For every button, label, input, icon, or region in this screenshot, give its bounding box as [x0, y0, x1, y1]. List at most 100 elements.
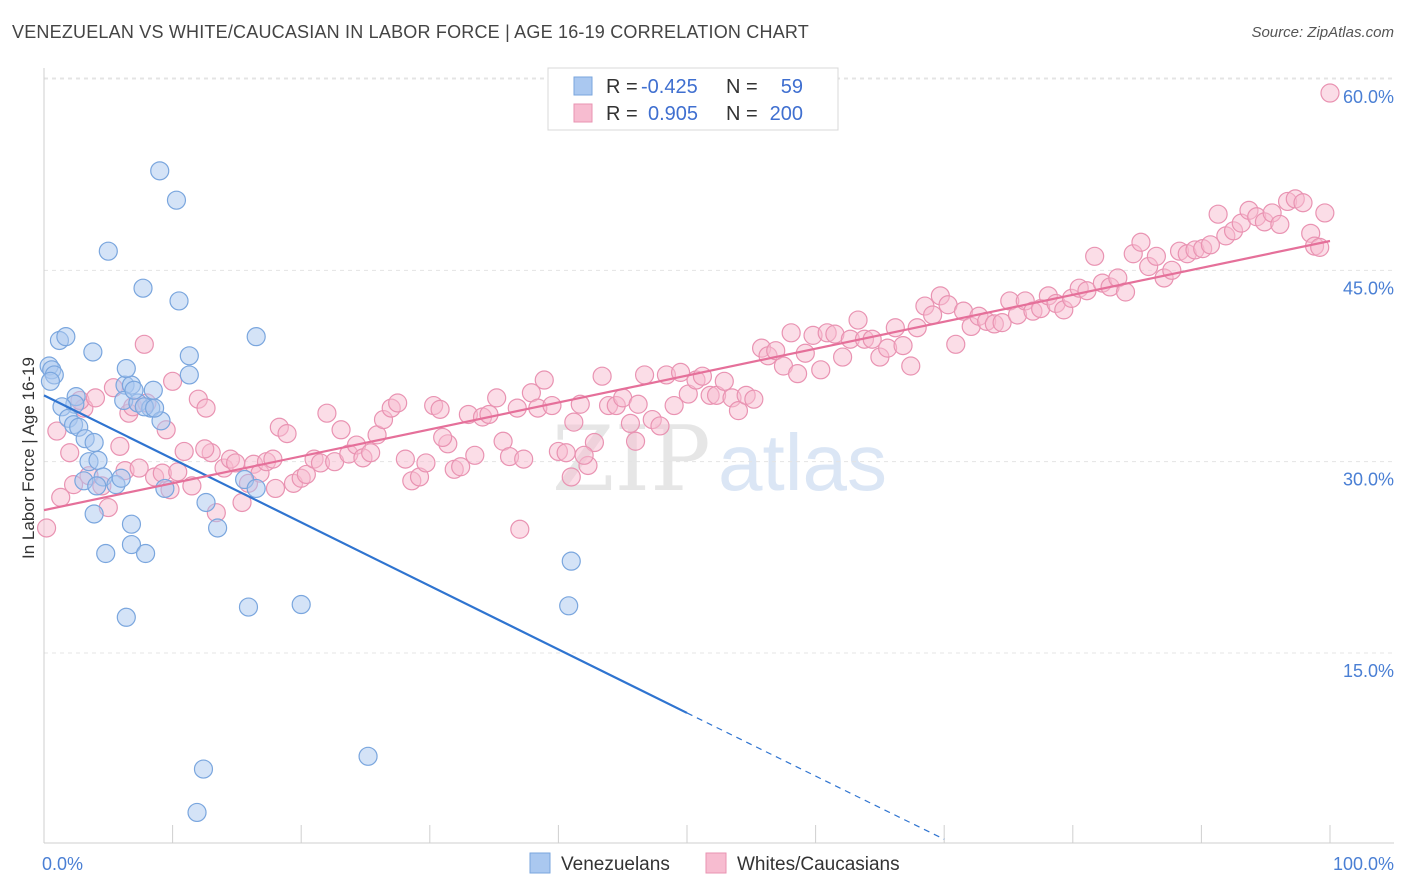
data-point	[291, 594, 311, 615]
data-point	[168, 462, 188, 482]
legend-label-venezuelans: Venezuelans	[561, 854, 670, 875]
data-point	[534, 370, 554, 390]
data-point	[208, 518, 228, 538]
data-point	[265, 478, 286, 499]
data-point	[1146, 246, 1166, 266]
data-point	[479, 404, 499, 425]
trend-line-whites	[43, 239, 1331, 512]
data-point	[36, 518, 57, 538]
data-point	[507, 398, 527, 418]
data-point	[182, 476, 202, 496]
data-point	[833, 347, 853, 367]
data-point	[893, 335, 913, 356]
data-point	[163, 371, 183, 391]
data-point	[487, 388, 507, 408]
data-point	[135, 543, 156, 564]
y-tick-label: 45.0%	[1343, 278, 1394, 298]
data-point	[848, 310, 868, 330]
watermark: ZIP atlas	[552, 407, 887, 512]
data-point	[1208, 204, 1228, 224]
data-point	[811, 360, 831, 380]
data-point	[238, 597, 259, 617]
tick-labels: 15.0% 30.0% 45.0% 60.0% 0.0% 100.0%	[42, 87, 1394, 874]
data-point	[358, 746, 378, 766]
data-points	[36, 83, 1340, 823]
data-point	[992, 313, 1012, 333]
data-point	[1162, 260, 1182, 280]
data-point	[625, 431, 646, 451]
data-point	[584, 432, 605, 453]
y-axis-label: In Labor Force | Age 16-19	[19, 357, 38, 559]
legend-label-whites: Whites/Caucasians	[737, 854, 900, 875]
data-point	[121, 514, 142, 534]
data-point	[179, 365, 199, 385]
data-point	[111, 468, 131, 488]
data-point	[1200, 235, 1221, 255]
trend-line-venezuelans	[43, 394, 688, 714]
data-point	[166, 190, 187, 210]
data-point	[84, 432, 104, 453]
data-point	[787, 364, 808, 384]
data-point	[628, 394, 648, 414]
legend-r-value: -0.425	[641, 76, 698, 98]
y-tick-label: 15.0%	[1343, 661, 1394, 681]
data-point	[561, 467, 581, 487]
legend-swatch-whites	[705, 852, 727, 874]
grid-lines	[44, 77, 1394, 654]
data-point	[465, 445, 485, 465]
data-point	[361, 443, 381, 463]
data-point	[277, 424, 297, 444]
chart-title: VENEZUELAN VS WHITE/CAUCASIAN IN LABOR F…	[12, 22, 809, 42]
legend-swatch-venezuelans	[573, 76, 593, 96]
data-point	[634, 365, 655, 385]
data-point	[116, 607, 136, 627]
data-point	[574, 445, 594, 465]
data-point	[196, 398, 216, 418]
y-tick-label: 30.0%	[1343, 470, 1394, 490]
data-point	[88, 450, 108, 470]
data-point	[1085, 246, 1105, 266]
data-point	[514, 449, 534, 469]
data-point	[317, 403, 337, 423]
data-point	[556, 443, 576, 463]
legend-n-value: 59	[781, 76, 803, 98]
series-whites	[36, 83, 1340, 539]
data-point	[187, 802, 207, 823]
legend-n-value: 200	[770, 103, 803, 125]
data-point	[56, 327, 76, 347]
data-point	[179, 346, 199, 366]
series-venezuelans	[39, 161, 581, 823]
legend-swatch-whites	[573, 103, 593, 123]
source-credit: Source: ZipAtlas.com	[1251, 24, 1394, 41]
data-point	[1293, 193, 1313, 213]
data-point	[40, 371, 61, 391]
y-tick-label: 60.0%	[1343, 87, 1394, 107]
data-point	[143, 380, 163, 400]
data-point	[150, 161, 170, 181]
data-point	[263, 449, 283, 469]
data-point	[47, 421, 67, 441]
axes	[43, 68, 1394, 844]
trend-line-venezuelans-extension	[686, 712, 945, 840]
data-point	[98, 241, 118, 261]
data-point	[430, 399, 450, 419]
legend-bottom: Venezuelans Whites/Caucasians	[529, 852, 900, 875]
data-point	[84, 504, 104, 524]
data-point	[121, 534, 142, 555]
data-point	[1131, 232, 1151, 252]
data-point	[901, 356, 921, 376]
data-point	[564, 412, 584, 432]
data-point	[246, 327, 266, 347]
data-point	[193, 759, 214, 779]
legend-n-label: N =	[726, 103, 758, 125]
data-point	[124, 380, 144, 400]
data-point	[650, 416, 670, 436]
legend-r-label: R =	[606, 103, 638, 125]
data-point	[1270, 214, 1290, 235]
data-point	[781, 323, 801, 343]
data-point	[60, 443, 80, 463]
data-point	[296, 464, 316, 485]
data-point	[728, 401, 749, 421]
data-point	[134, 334, 154, 354]
